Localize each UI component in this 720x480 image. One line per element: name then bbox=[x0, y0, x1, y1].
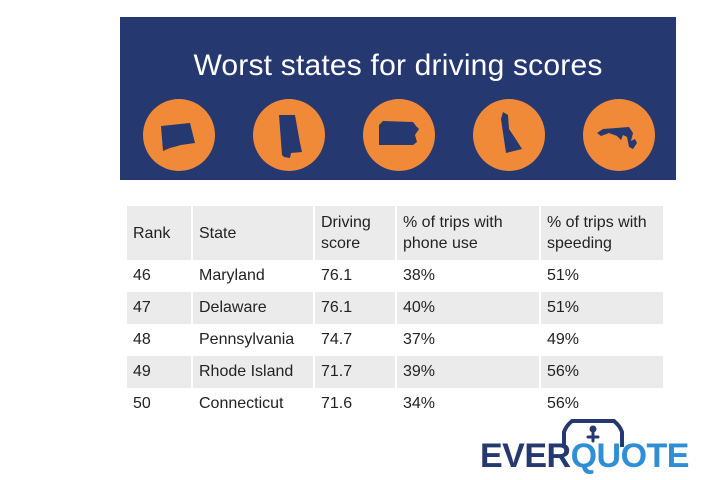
table-row: 47 Delaware 76.1 40% 51% bbox=[127, 292, 665, 324]
delaware-state-icon bbox=[473, 99, 545, 171]
driving-score-cell: 71.7 bbox=[314, 356, 397, 388]
everquote-logo: EVERQUOTE bbox=[480, 419, 690, 478]
state-icons-row bbox=[143, 99, 655, 171]
table-row: 46 Maryland 76.1 38% 51% bbox=[127, 260, 665, 292]
speeding-cell: 56% bbox=[540, 356, 665, 388]
state-cell: Rhode Island bbox=[192, 356, 315, 388]
maryland-state-icon bbox=[583, 99, 655, 171]
car-icon bbox=[562, 419, 624, 447]
driving-scores-table: Rank State Driving score % of trips with… bbox=[127, 206, 665, 420]
phone-use-cell: 34% bbox=[396, 388, 541, 420]
alabama-state-icon bbox=[253, 99, 325, 171]
pennsylvania-state-icon bbox=[363, 99, 435, 171]
phone-use-cell: 40% bbox=[396, 292, 541, 324]
state-cell: Maryland bbox=[192, 260, 315, 292]
column-header-phone-use: % of trips with phone use bbox=[396, 206, 541, 260]
driving-score-cell: 71.6 bbox=[314, 388, 397, 420]
banner-title: Worst states for driving scores bbox=[193, 49, 603, 82]
phone-use-cell: 39% bbox=[396, 356, 541, 388]
state-cell: Connecticut bbox=[192, 388, 315, 420]
table-row: 50 Connecticut 71.6 34% 56% bbox=[127, 388, 665, 420]
phone-use-cell: 38% bbox=[396, 260, 541, 292]
logo-ever-text: EVER bbox=[480, 437, 571, 475]
table-header-row: Rank State Driving score % of trips with… bbox=[127, 206, 665, 260]
rank-cell: 49 bbox=[127, 356, 193, 388]
rank-cell: 46 bbox=[127, 260, 193, 292]
column-header-driving-score: Driving score bbox=[314, 206, 397, 260]
column-header-rank: Rank bbox=[127, 206, 193, 260]
state-cell: Delaware bbox=[192, 292, 315, 324]
speeding-cell: 51% bbox=[540, 292, 665, 324]
table-row: 49 Rhode Island 71.7 39% 56% bbox=[127, 356, 665, 388]
driving-score-cell: 76.1 bbox=[314, 260, 397, 292]
state-cell: Pennsylvania bbox=[192, 324, 315, 356]
rank-cell: 50 bbox=[127, 388, 193, 420]
phone-use-cell: 37% bbox=[396, 324, 541, 356]
speeding-cell: 51% bbox=[540, 260, 665, 292]
rank-cell: 47 bbox=[127, 292, 193, 324]
column-header-speeding: % of trips with speeding bbox=[540, 206, 665, 260]
logo-quote-text: QUOTE bbox=[570, 437, 690, 475]
driving-score-cell: 74.7 bbox=[314, 324, 397, 356]
connecticut-state-icon bbox=[143, 99, 215, 171]
logo-wordmark: EVERQUOTE bbox=[480, 437, 690, 475]
speeding-cell: 49% bbox=[540, 324, 665, 356]
speeding-cell: 56% bbox=[540, 388, 665, 420]
rank-cell: 48 bbox=[127, 324, 193, 356]
driving-score-cell: 76.1 bbox=[314, 292, 397, 324]
table-row: 48 Pennsylvania 74.7 37% 49% bbox=[127, 324, 665, 356]
header-banner: Worst states for driving scores bbox=[120, 17, 676, 180]
column-header-state: State bbox=[192, 206, 315, 260]
